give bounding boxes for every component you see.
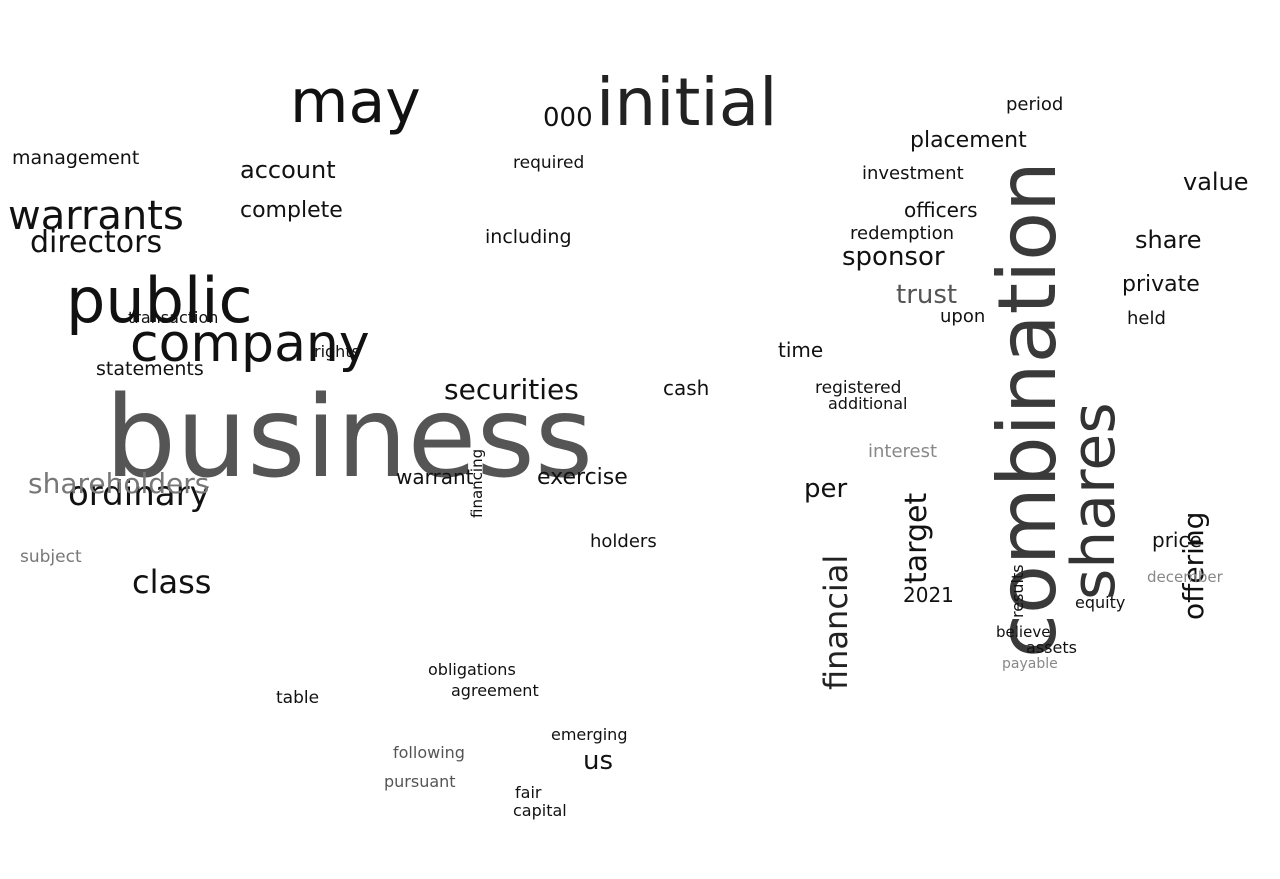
word: equity (1075, 593, 1126, 612)
word: 2021 (903, 583, 954, 607)
word: per (804, 474, 848, 504)
word: upon (940, 306, 986, 327)
word: cash (663, 376, 710, 400)
word: including (485, 226, 572, 248)
word: 000 (543, 103, 593, 133)
word: value (1183, 168, 1249, 196)
word: rights (314, 342, 360, 361)
word: december (1147, 568, 1223, 586)
word: period (1006, 94, 1064, 115)
word: following (393, 743, 465, 762)
word: shares (1059, 402, 1129, 600)
word: target (899, 492, 934, 584)
word: private (1122, 272, 1200, 297)
word: placement (910, 128, 1027, 153)
word: combination (981, 161, 1074, 658)
word: held (1127, 308, 1166, 329)
word: redemption (850, 223, 955, 244)
word: registered (815, 378, 902, 398)
word: interest (868, 441, 938, 462)
word: agreement (451, 681, 539, 700)
word: payable (1002, 656, 1058, 672)
word: holders (590, 531, 657, 552)
word: ordinary (68, 474, 210, 514)
word: table (276, 688, 320, 708)
word: pursuant (384, 772, 456, 791)
word: price (1152, 528, 1202, 552)
word: investment (862, 163, 964, 184)
word: subject (20, 547, 82, 567)
word: account (240, 156, 336, 184)
word: complete (240, 198, 343, 223)
word: sponsor (842, 242, 945, 272)
word: business (105, 373, 594, 503)
word: us (583, 746, 614, 776)
word: fair (515, 783, 542, 802)
word: warrant (396, 465, 474, 489)
word: share (1135, 226, 1202, 254)
word: financial (817, 554, 855, 690)
word: additional (828, 394, 908, 413)
word: statements (96, 358, 204, 380)
word: capital (513, 801, 567, 820)
word: company (130, 314, 370, 374)
word: exercise (537, 465, 628, 490)
word: financing (468, 448, 486, 518)
word: time (778, 338, 824, 362)
word: initial (596, 64, 778, 141)
word: trust (896, 280, 958, 310)
word: transaction (128, 308, 219, 327)
word: required (513, 153, 585, 173)
word: emerging (551, 725, 628, 744)
word: assets (1026, 638, 1077, 657)
word: may (290, 67, 421, 137)
word: management (12, 147, 140, 169)
word: officers (904, 198, 978, 222)
word: securities (444, 373, 579, 406)
word: public (66, 264, 253, 337)
word: class (132, 563, 212, 601)
word: directors (30, 225, 163, 260)
word: results (1008, 564, 1027, 618)
word: warrants (8, 193, 184, 239)
word: shareholders (28, 467, 210, 500)
word: obligations (428, 660, 516, 679)
word: believe (996, 623, 1051, 641)
